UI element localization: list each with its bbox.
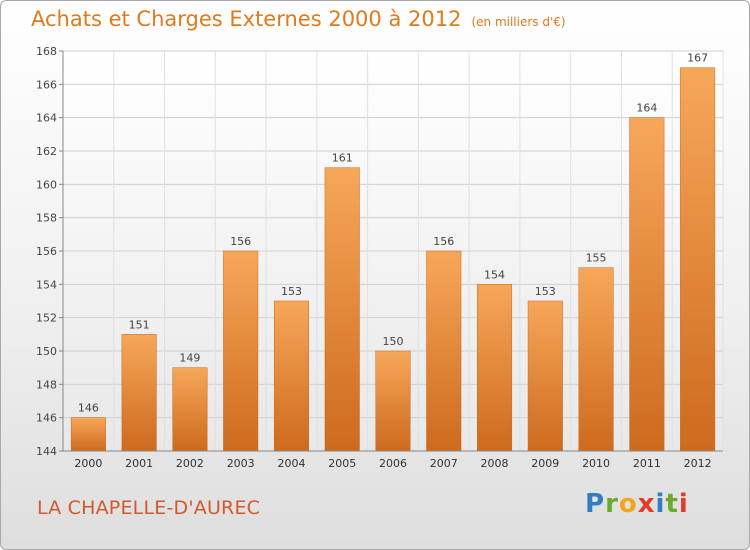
x-tick-label-2001: 2001 <box>125 457 153 470</box>
y-tick-label: 144 <box>36 445 57 458</box>
y-tick-label: 150 <box>36 345 57 358</box>
data-label-2002: 149 <box>179 352 200 365</box>
bar-2003 <box>223 250 259 452</box>
x-tick-label-2012: 2012 <box>684 457 712 470</box>
x-tick-label-2006: 2006 <box>379 457 407 470</box>
bar-2008 <box>477 284 513 452</box>
logo-letter: t <box>665 489 679 519</box>
logo-letter: o <box>618 489 638 519</box>
x-tick-label-2009: 2009 <box>531 457 559 470</box>
logo-letter: x <box>637 489 656 519</box>
y-tick-label: 152 <box>36 312 57 325</box>
y-tick-label: 154 <box>36 278 57 291</box>
data-label-2006: 150 <box>383 335 404 348</box>
x-tick-label-2003: 2003 <box>227 457 255 470</box>
x-tick-label-2004: 2004 <box>277 457 305 470</box>
bar-2005 <box>324 167 360 452</box>
data-label-2007: 156 <box>433 235 454 248</box>
bar-2002 <box>172 367 208 452</box>
logo-letter: r <box>605 489 619 519</box>
y-tick-label: 162 <box>36 145 57 158</box>
bar-2010 <box>578 267 614 452</box>
bar-2000 <box>70 417 106 452</box>
logo-letter: P <box>585 489 606 519</box>
y-tick-label: 168 <box>36 45 57 58</box>
data-label-2010: 155 <box>586 252 607 265</box>
data-label-2009: 153 <box>535 285 556 298</box>
y-tick-label: 166 <box>36 78 57 91</box>
bar-2011 <box>629 117 665 452</box>
chart-subtitle: (en milliers d'€) <box>471 15 566 29</box>
y-tick-label: 160 <box>36 178 57 191</box>
x-tick-label-2008: 2008 <box>481 457 509 470</box>
y-tick-label: 164 <box>36 112 57 125</box>
bar-2006 <box>375 350 411 452</box>
x-tick-label-2007: 2007 <box>430 457 458 470</box>
data-label-2008: 154 <box>484 268 505 281</box>
x-tick-label-2010: 2010 <box>582 457 610 470</box>
y-tick-label: 148 <box>36 378 57 391</box>
proxiti-logo: Proxiti <box>585 489 689 519</box>
bar-2001 <box>121 334 157 452</box>
x-tick-label-2011: 2011 <box>633 457 661 470</box>
data-label-2012: 167 <box>687 52 708 65</box>
location-name: LA CHAPELLE-D'AUREC <box>37 497 261 519</box>
x-tick-label-2005: 2005 <box>328 457 356 470</box>
y-tick-label: 156 <box>36 245 57 258</box>
data-label-2004: 153 <box>281 285 302 298</box>
bars <box>70 67 716 452</box>
chart-title-text: Achats et Charges Externes 2000 à 2012 <box>31 7 462 31</box>
axes: 144 146 148 150 152 154 156 158 160 162 164 166 168 2… <box>36 45 723 470</box>
data-label-2011: 164 <box>636 102 657 115</box>
data-label-2003: 156 <box>230 235 251 248</box>
logo-letter: i <box>655 489 666 519</box>
bar-2012 <box>680 67 716 452</box>
data-label-2001: 151 <box>129 318 150 331</box>
x-tick-label-2002: 2002 <box>176 457 204 470</box>
logo-letter: i <box>678 489 689 519</box>
data-label-2005: 161 <box>332 152 353 165</box>
bar-2009 <box>527 300 563 452</box>
bar-2004 <box>273 300 309 452</box>
data-labels: 146 151 149 156 153 161 150 156 154 153 155 164 167 <box>78 52 708 415</box>
data-label-2000: 146 <box>78 402 99 415</box>
chart-title: Achats et Charges Externes 2000 à 2012 (e… <box>31 7 566 31</box>
x-tick-label-2000: 2000 <box>74 457 102 470</box>
bar-2007 <box>426 250 462 452</box>
y-tick-label: 158 <box>36 212 57 225</box>
y-tick-label: 146 <box>36 412 57 425</box>
